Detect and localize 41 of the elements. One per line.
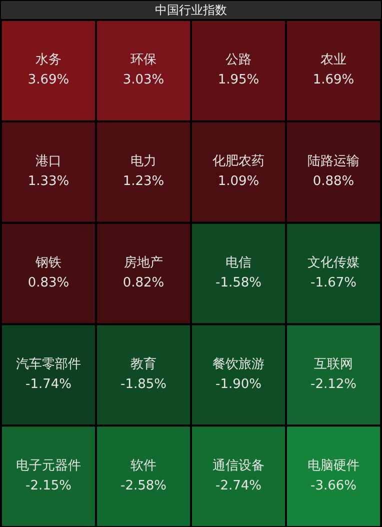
category-label: 陆路运输 <box>308 154 360 170</box>
data-label: -2.12% <box>310 376 356 392</box>
category-label: 汽车零部件 <box>16 356 81 372</box>
data-label: -1.67% <box>310 276 356 290</box>
category-label: 互联网 <box>314 356 353 372</box>
data-label: 0.82% <box>122 276 164 290</box>
category-label: 文化传媒 <box>308 256 360 270</box>
data-label: 3.69% <box>28 72 70 88</box>
data-label: -1.58% <box>216 276 262 290</box>
data-label: -2.58% <box>120 478 166 494</box>
data-label: -2.74% <box>216 478 262 494</box>
data-label: -2.15% <box>26 478 72 494</box>
data-label: 1.95% <box>218 72 260 88</box>
category-label: 电脑硬件 <box>308 458 360 474</box>
category-label: 电子元器件 <box>16 458 81 474</box>
data-label: 1.69% <box>312 72 354 88</box>
data-label: -1.90% <box>216 376 262 392</box>
category-label: 钢铁 <box>34 256 62 270</box>
data-label: -3.66% <box>310 478 356 494</box>
category-label: 港口 <box>36 154 62 170</box>
category-label: 电力 <box>130 154 156 170</box>
data-label: 1.33% <box>28 174 70 190</box>
data-label: 3.03% <box>122 72 164 88</box>
category-label: 教育 <box>130 356 156 372</box>
category-label: 环保 <box>130 52 156 68</box>
category-label: 农业 <box>320 52 346 68</box>
category-label: 电信 <box>226 256 252 270</box>
category-label: 水务 <box>36 52 62 68</box>
category-label: 通信设备 <box>212 458 264 474</box>
category-label: 房地产 <box>124 254 163 270</box>
text: 中国行业指数 <box>155 3 227 17</box>
category-label: 化肥农药 <box>212 154 264 170</box>
data-label: 0.88% <box>312 174 354 190</box>
data-label: -1.74% <box>26 376 72 392</box>
data-label: 1.09% <box>218 174 260 190</box>
category-label: 软件 <box>130 458 156 474</box>
category-label: 餐饮旅游 <box>212 356 264 372</box>
data-label: 0.83% <box>28 276 70 290</box>
data-label: -1.85% <box>120 376 166 392</box>
data-label: 1.23% <box>122 174 164 190</box>
category-label: 公路 <box>226 52 252 68</box>
